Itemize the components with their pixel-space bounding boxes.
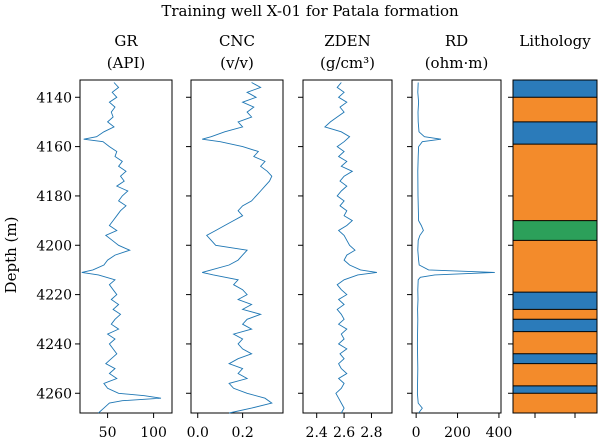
track-title-3: RD bbox=[445, 32, 468, 50]
track-unit-2: (g/cm³) bbox=[320, 54, 375, 72]
x-tick-label-2-0: 2.4 bbox=[306, 425, 328, 441]
x-tick-label-0-0: 50 bbox=[99, 425, 117, 441]
depth-tick-label-2: 4180 bbox=[36, 189, 72, 205]
log-curve-2 bbox=[324, 82, 377, 414]
depth-tick-label-4: 4220 bbox=[36, 288, 72, 304]
x-tick-label-0-1: 100 bbox=[140, 425, 167, 441]
lithology-interval-1 bbox=[513, 97, 597, 122]
x-tick-label-1-1: 0.2 bbox=[231, 425, 253, 441]
log-curve-3 bbox=[416, 82, 495, 414]
x-tick-label-1-0: 0.0 bbox=[187, 425, 209, 441]
lithology-interval-2 bbox=[513, 121, 597, 145]
track-title-2: ZDEN bbox=[324, 32, 371, 50]
track-title-0: GR bbox=[114, 32, 138, 50]
y-axis-label: Depth (m) bbox=[2, 217, 20, 294]
lithology-interval-13 bbox=[513, 393, 597, 413]
x-tick-label-3-1: 200 bbox=[444, 425, 471, 441]
lithology-title: Lithology bbox=[519, 32, 591, 50]
lithology-interval-0 bbox=[513, 80, 597, 98]
depth-tick-label-5: 4240 bbox=[36, 337, 72, 353]
lithology-interval-7 bbox=[513, 309, 597, 320]
lithology-interval-11 bbox=[513, 363, 597, 386]
track-frame-0 bbox=[79, 79, 173, 414]
x-tick-label-3-2: 400 bbox=[486, 425, 513, 441]
track-frame-3 bbox=[411, 79, 502, 414]
chart-title: Training well X-01 for Patala formation bbox=[161, 2, 459, 20]
lithology-interval-8 bbox=[513, 319, 597, 332]
lithology-interval-4 bbox=[513, 220, 597, 241]
lithology-interval-9 bbox=[513, 331, 597, 354]
track-unit-0: (API) bbox=[107, 54, 146, 72]
x-tick-label-2-1: 2.6 bbox=[333, 425, 355, 441]
x-tick-label-3-0: 0 bbox=[412, 425, 421, 441]
lithology-interval-10 bbox=[513, 353, 597, 364]
track-frame-1 bbox=[190, 79, 284, 414]
lithology-interval-6 bbox=[513, 292, 597, 310]
depth-tick-label-0: 4140 bbox=[36, 90, 72, 106]
lithology-interval-3 bbox=[513, 144, 597, 221]
log-curve-1 bbox=[202, 82, 273, 414]
lithology-frame bbox=[512, 79, 598, 414]
lithology-interval-12 bbox=[513, 385, 597, 394]
track-unit-1: (v/v) bbox=[220, 54, 254, 72]
track-title-1: CNC bbox=[219, 32, 255, 50]
lithology-interval-5 bbox=[513, 240, 597, 293]
log-curve-0 bbox=[81, 82, 162, 414]
depth-tick-label-3: 4200 bbox=[36, 238, 72, 254]
depth-tick-label-1: 4160 bbox=[36, 140, 72, 156]
track-unit-3: (ohm·m) bbox=[425, 54, 489, 72]
depth-tick-label-6: 4260 bbox=[36, 386, 72, 402]
x-tick-label-2-2: 2.8 bbox=[360, 425, 382, 441]
track-frame-2 bbox=[302, 79, 393, 414]
log-tracks: GR (API) 4140 4160 4180 4200 4220 4240 4260 50 100… bbox=[36, 32, 598, 441]
